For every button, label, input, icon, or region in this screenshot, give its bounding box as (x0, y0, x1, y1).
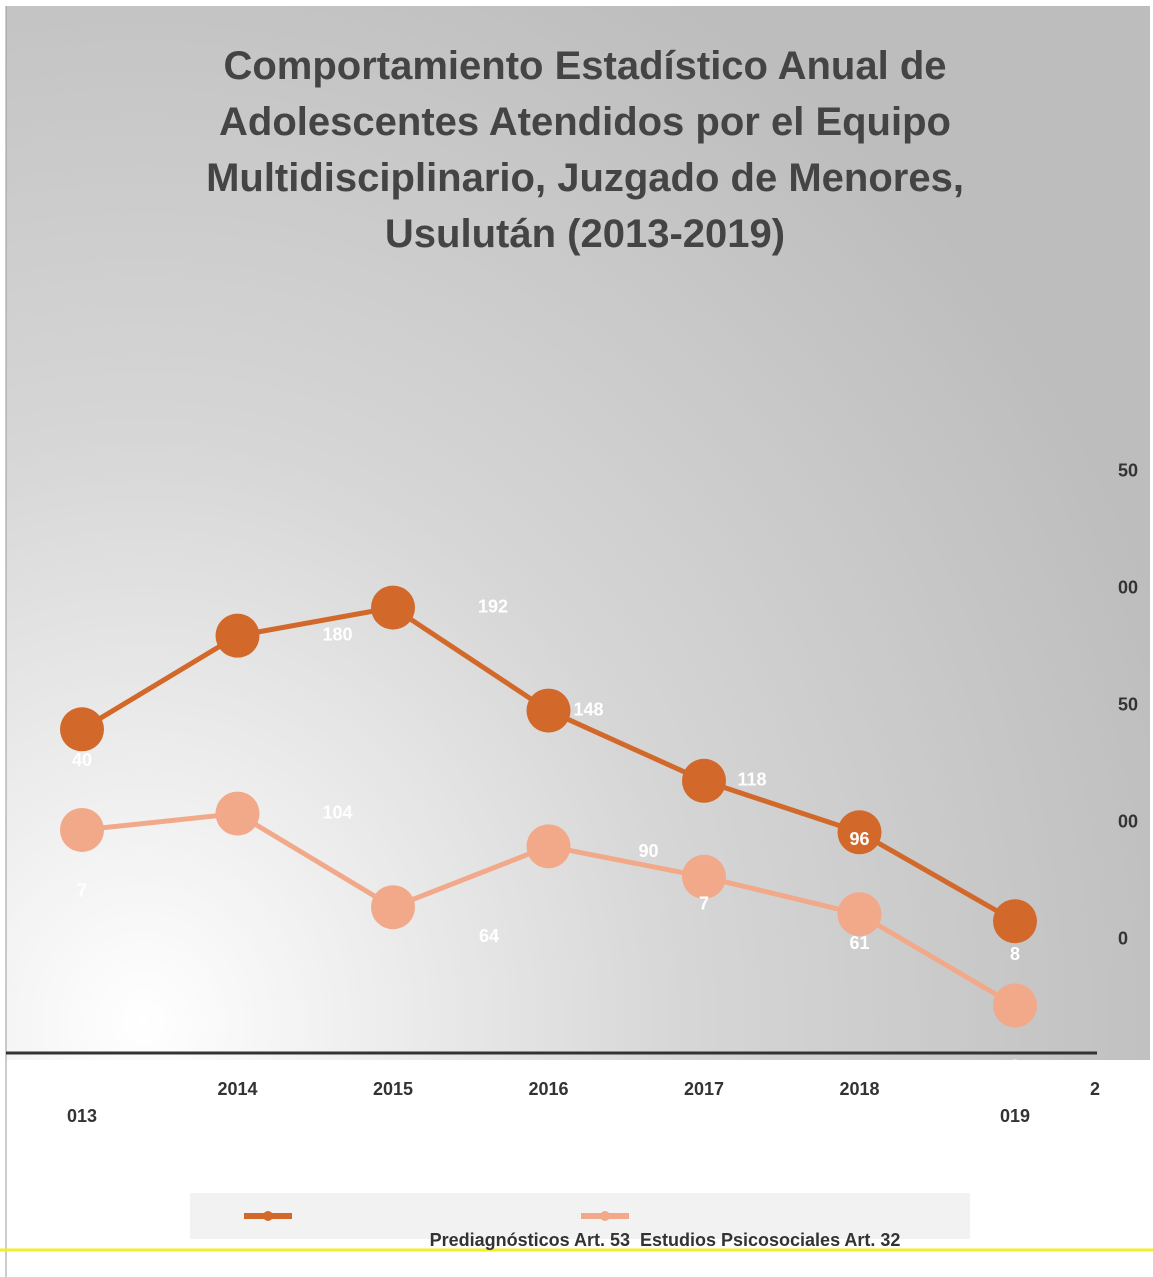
data-label: 192 (478, 596, 508, 616)
y-tick-label: 50 (1118, 695, 1138, 715)
data-label: 40 (72, 750, 92, 770)
point (837, 810, 882, 855)
data-label: 2 (1010, 1056, 1020, 1076)
point (526, 824, 571, 869)
y-tick-label: 00 (1118, 812, 1138, 832)
legend-marker (600, 1211, 610, 1221)
x-tick-label: 019 (1000, 1106, 1030, 1126)
data-label: 96 (849, 829, 869, 849)
legend-label: Estudios Psicosociales Art. 32 (640, 1230, 900, 1250)
point (60, 807, 104, 852)
point (682, 758, 726, 803)
y-tick-label: 00 (1118, 578, 1138, 598)
data-label: 61 (849, 933, 869, 953)
x-tick-label: 013 (67, 1106, 97, 1126)
legend-marker (263, 1211, 273, 1221)
background (6, 6, 1150, 1246)
data-label: 64 (479, 926, 499, 946)
x-tick-label: 2016 (528, 1079, 568, 1099)
x-tick-label: 2018 (839, 1079, 879, 1099)
data-label: 180 (322, 624, 352, 644)
point (371, 885, 415, 930)
point (993, 983, 1037, 1028)
point (993, 899, 1037, 944)
data-label: 7 (699, 894, 709, 914)
legend-label: Prediagnósticos Art. 53 (430, 1230, 630, 1250)
point (682, 854, 726, 899)
annotation: 2 (1090, 1079, 1100, 1099)
x-tick-label: 2014 (217, 1079, 257, 1099)
point (371, 585, 415, 630)
point (215, 613, 260, 658)
data-label: 148 (573, 699, 603, 719)
data-label: 7 (77, 881, 87, 901)
x-tick-label: 2015 (373, 1079, 413, 1099)
point (60, 707, 104, 752)
data-label: 118 (737, 770, 766, 790)
data-label: 104 (322, 802, 352, 822)
y-tick-label: 50 (1118, 461, 1138, 481)
data-label: 90 (638, 841, 658, 861)
point (215, 791, 260, 836)
point (526, 688, 571, 733)
point (837, 892, 882, 937)
data-label: 8 (1010, 944, 1020, 964)
y-tick-label: 0 (1118, 929, 1128, 949)
legend-box (190, 1193, 970, 1239)
x-tick-label: 2017 (684, 1079, 724, 1099)
chart-title: Comportamiento Estadístico Anual de Adol… (206, 44, 964, 256)
